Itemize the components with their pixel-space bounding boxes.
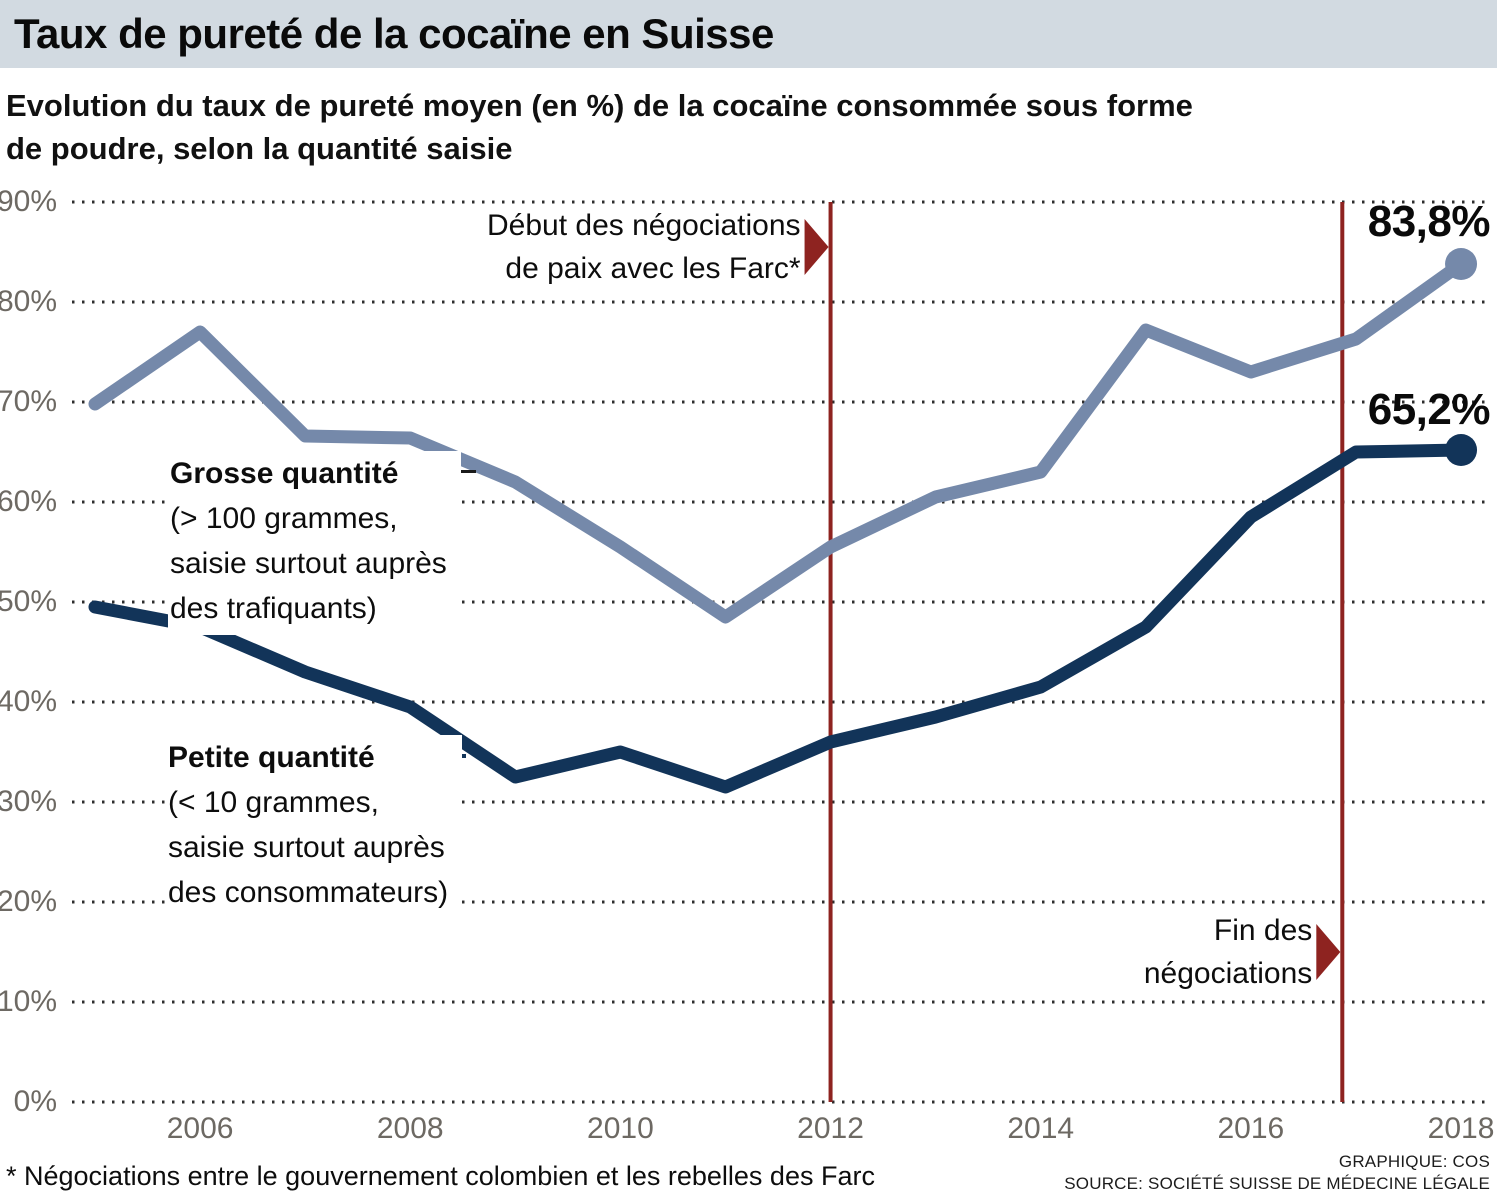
y-tick-label-80: 80% <box>0 285 57 318</box>
grosse-quantite-desc-1: (> 100 grammes, <box>170 502 398 535</box>
y-tick-label-90: 90% <box>0 185 57 218</box>
event-annotation-2: Fin des négociations <box>1144 909 1312 995</box>
legend-callout-grosse-quantite: Grosse quantité (> 100 grammes, saisie s… <box>168 451 461 635</box>
petite-quantite-desc-1: (< 10 grammes, <box>168 786 379 819</box>
y-tick-label-20: 20% <box>0 885 57 918</box>
credits: GRAPHIQUE: COS SOURCE: SOCIÉTÉ SUISSE DE… <box>1064 1151 1490 1195</box>
credit-graphique: GRAPHIQUE: COS <box>1338 1152 1490 1171</box>
grosse-quantite-desc-2: saisie surtout auprès <box>170 547 447 580</box>
event-arrow-icon-1 <box>804 219 829 275</box>
x-tick-label-2012: 2012 <box>797 1112 864 1145</box>
x-tick-label-2016: 2016 <box>1217 1112 1285 1145</box>
chart-subtitle: Evolution du taux de pureté moyen (en %)… <box>6 84 1193 170</box>
grosse-end-value-label: 83,8% <box>1367 197 1491 246</box>
series-line-petite <box>88 443 1468 794</box>
x-tick-label-2006: 2006 <box>166 1112 234 1145</box>
footnote: * Négociations entre le gouvernement col… <box>6 1161 875 1191</box>
x-tick-label-2014: 2014 <box>1007 1112 1075 1145</box>
x-tick-label-2008: 2008 <box>376 1112 444 1145</box>
x-tick-label-2010: 2010 <box>587 1112 654 1145</box>
event-annotation-2-line-1: Fin des <box>1213 914 1313 947</box>
event-annotation-1: Début des négociations de paix avec les F… <box>487 204 801 290</box>
y-tick-label-50: 50% <box>0 585 57 618</box>
header-bar: Taux de pureté de la cocaïne en Suisse <box>0 0 1497 68</box>
y-tick-label-40: 40% <box>0 685 57 718</box>
petite-quantite-label: Petite quantité <box>168 741 375 774</box>
y-tick-label-10: 10% <box>0 985 57 1018</box>
series-end-dot-grosse <box>1445 248 1478 280</box>
event-annotation-1-line-1: Début des négociations <box>487 209 801 242</box>
legend-callout-petite-quantite: Petite quantité (< 10 grammes, saisie su… <box>166 735 463 919</box>
event-annotation-1-line-2: de paix avec les Farc* <box>505 252 801 285</box>
y-tick-label-70: 70% <box>0 385 57 418</box>
series-line-grosse <box>88 257 1468 624</box>
y-tick-label-30: 30% <box>0 785 57 818</box>
grosse-quantite-label: Grosse quantité <box>170 457 399 490</box>
x-tick-label-2018: 2018 <box>1427 1112 1495 1145</box>
subtitle-line-2: de poudre, selon la quantité saisie <box>6 131 513 166</box>
series-end-dot-petite <box>1445 434 1478 466</box>
grosse-quantite-desc-3: des trafiquants) <box>170 592 377 625</box>
event-annotation-2-line-2: négociations <box>1143 957 1313 990</box>
petite-quantite-desc-2: saisie surtout auprès <box>168 831 445 864</box>
credit-source: SOURCE: SOCIÉTÉ SUISSE DE MÉDECINE LÉGAL… <box>1064 1174 1490 1193</box>
event-arrow-icon-2 <box>1316 924 1341 980</box>
subtitle-line-1: Evolution du taux de pureté moyen (en %)… <box>6 88 1193 123</box>
y-tick-label-0: 0% <box>13 1085 57 1118</box>
page-title: Taux de pureté de la cocaïne en Suisse <box>14 10 774 57</box>
y-tick-label-60: 60% <box>0 485 57 518</box>
petite-quantite-desc-3: des consommateurs) <box>168 876 449 909</box>
petite-end-value-label: 65,2% <box>1367 385 1491 434</box>
